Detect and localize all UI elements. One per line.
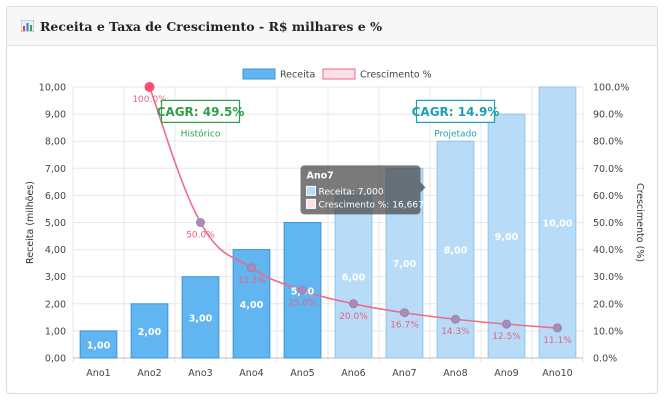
y-left-tick: 9,00 [45, 110, 66, 121]
y-left-tick: 2,00 [45, 299, 66, 310]
y-left-tick: 7,00 [45, 164, 66, 175]
y-right-tick: 0.0% [593, 354, 617, 365]
y-left-tick: 6,00 [45, 191, 66, 202]
y-right-tick: 40.0% [593, 245, 623, 256]
x-tick-ano7: Ano7 [392, 368, 416, 379]
y-right-tick: 70.0% [593, 164, 623, 175]
cagr-projected-title: CAGR: 14.9% [412, 105, 500, 119]
x-tick-ano5: Ano5 [290, 368, 314, 379]
growth-point-ano7 [400, 308, 409, 318]
y-right-tick: 20.0% [593, 299, 623, 310]
growth-point-ano5 [298, 285, 307, 295]
growth-point-ano6 [349, 299, 358, 309]
x-tick-ano4: Ano4 [239, 368, 263, 379]
y-right-tick: 30.0% [593, 272, 623, 283]
growth-point-ano2 [144, 82, 155, 92]
growth-point-ano3 [196, 218, 205, 227]
y-right-tick: 50.0% [593, 218, 623, 229]
x-tick-ano2: Ano2 [137, 368, 161, 379]
tooltip-line-receita: Receita: 7,000 [319, 187, 384, 197]
y-right-tick: 10.0% [593, 326, 623, 337]
bar-ano10 [538, 86, 577, 359]
growth-label-ano2: 100.0% [132, 95, 167, 105]
cagr-projected-subtitle: Projetado [434, 129, 477, 139]
bar-label-ano4: 4,00 [240, 300, 264, 311]
y-left-tick: 4,00 [45, 245, 66, 256]
y-left-tick: 1,00 [45, 326, 66, 337]
growth-label-ano9: 12.5% [492, 332, 521, 342]
growth-point-ano4 [247, 263, 256, 273]
x-tick-ano9: Ano9 [494, 368, 518, 379]
y-right-tick: 100.0% [593, 83, 629, 94]
bar-ano2 [130, 303, 169, 359]
growth-label-ano10: 11.1% [543, 336, 572, 346]
legend-swatch-receita [242, 68, 276, 80]
y-left-tick: 8,00 [45, 137, 66, 148]
growth-point-ano9 [502, 319, 511, 329]
x-tick-ano6: Ano6 [341, 368, 365, 379]
legend-label-crescimento: Crescimento % [360, 70, 432, 81]
legend-label-receita: Receita [280, 70, 315, 81]
growth-label-ano8: 14.3% [441, 327, 470, 337]
cagr-historic-box [160, 99, 241, 123]
growth-label-ano7: 16.7% [390, 321, 419, 331]
bar-label-ano7: 7,00 [393, 259, 417, 270]
tooltip-swatch-receita [306, 185, 316, 196]
y-right-tick: 90.0% [593, 110, 623, 121]
bar-label-ano10: 10,00 [542, 219, 572, 230]
growth-label-ano3: 50.0% [186, 231, 215, 241]
growth-label-ano4: 33.3% [237, 276, 266, 286]
bar-label-ano3: 3,00 [189, 313, 213, 324]
growth-point-ano10 [553, 323, 562, 333]
bar-label-ano2: 2,00 [138, 327, 162, 338]
bar-chart-icon [21, 20, 34, 32]
y-left-tick: 5,00 [45, 218, 66, 229]
bar-label-ano6: 6,00 [342, 273, 366, 284]
x-tick-ano1: Ano1 [86, 368, 110, 379]
y-right-axis-label: Crescimento (%) [634, 183, 645, 262]
y-left-axis-label: Receita (milhões) [25, 181, 36, 264]
y-left-tick: 3,00 [45, 272, 66, 283]
tooltip-swatch-crescimento [306, 198, 316, 209]
cagr-historic-subtitle: Histórico [181, 128, 221, 139]
x-tick-ano8: Ano8 [443, 368, 467, 379]
bar-label-ano8: 8,00 [444, 246, 468, 257]
cagr-historic-title: CAGR: 49.5% [157, 105, 245, 119]
y-right-tick: 60.0% [593, 191, 623, 202]
cagr-projected-box [415, 99, 496, 123]
chart-title: Receita e Taxa de Crescimento - R$ milha… [40, 18, 382, 34]
tooltip-title: Ano7 [307, 170, 334, 181]
growth-label-ano6: 20.0% [339, 312, 368, 322]
legend-swatch-crescimento [322, 68, 356, 80]
growth-label-ano5: 25.0% [288, 298, 317, 308]
y-left-tick: 10,00 [39, 83, 66, 94]
bar-label-ano9: 9,00 [495, 232, 519, 243]
bar-ano9 [487, 113, 526, 359]
x-tick-ano10: Ano10 [542, 368, 572, 379]
x-tick-ano3: Ano3 [188, 368, 212, 379]
bar-ano1 [79, 330, 118, 359]
card-header: Receita e Taxa de Crescimento - R$ milha… [7, 7, 657, 46]
y-left-tick: 0,00 [45, 354, 66, 365]
tooltip-box [300, 165, 421, 215]
bar-ano6 [334, 194, 373, 359]
y-right-tick: 80.0% [593, 137, 623, 148]
bar-ano3 [181, 276, 220, 359]
tooltip-line-crescimento: Crescimento %: 16,667 [319, 200, 424, 210]
bar-label-ano1: 1,00 [87, 340, 111, 351]
growth-point-ano8 [451, 314, 460, 324]
tooltip-caret [420, 182, 426, 193]
